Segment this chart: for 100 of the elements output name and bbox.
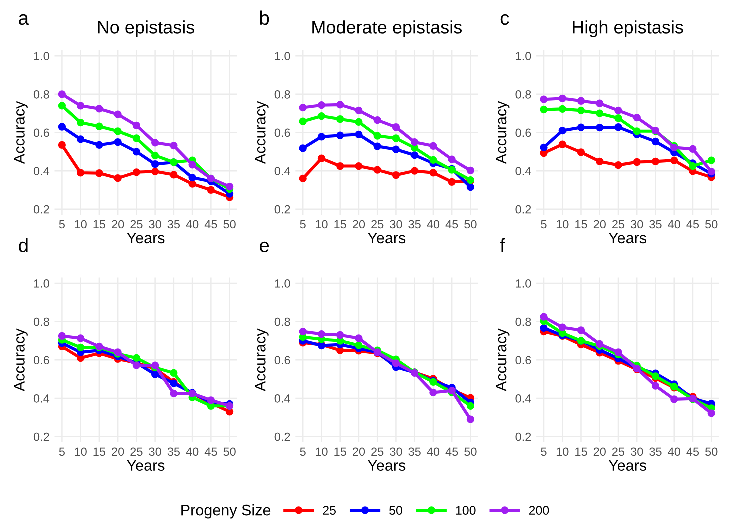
text: b [260, 10, 270, 26]
x-tick-label: 15 [576, 220, 588, 229]
x-tick-label: 30 [390, 220, 402, 229]
y-tick-label: 0.6 [274, 128, 290, 138]
x-tick-label: 15 [576, 448, 588, 456]
x-tick-label: 15 [94, 220, 106, 229]
point [577, 326, 586, 334]
x-tick-label: 45 [446, 448, 458, 456]
x-tick-label: 5 [541, 448, 547, 456]
y-axis-title: Accuracy [255, 101, 269, 164]
text: e [260, 242, 270, 252]
point [392, 124, 400, 132]
point [58, 123, 66, 131]
point [188, 174, 196, 182]
x-tick-label: 10 [316, 448, 328, 456]
x-tick-label: 20 [352, 448, 366, 456]
x-tick-label: 5 [59, 220, 65, 229]
point [355, 118, 363, 126]
point [633, 114, 641, 122]
x-tick-label: 40 [668, 220, 680, 229]
point [577, 124, 586, 132]
x-tick-label: 20 [112, 448, 124, 456]
point [170, 142, 178, 150]
point [188, 161, 196, 169]
x-tick-label: 35 [168, 448, 180, 456]
point [689, 162, 697, 170]
x-tick-label: 5 [59, 448, 65, 456]
x-axis-title: Years [368, 232, 406, 244]
point [558, 94, 566, 102]
point [96, 122, 104, 130]
chart-title: No epistasis [98, 20, 195, 38]
x-tick-label: 25 [130, 220, 143, 229]
point [540, 144, 548, 152]
point [132, 168, 141, 176]
y-tick-label: 0.8 [34, 318, 50, 326]
point [670, 396, 678, 404]
point [392, 146, 400, 154]
point [355, 130, 363, 138]
point [540, 313, 548, 321]
point [652, 382, 660, 390]
point [448, 178, 456, 186]
y-tick-label: 0.4 [34, 167, 50, 176]
point [96, 170, 104, 178]
point [466, 166, 475, 175]
x-tick-label: 15 [334, 220, 346, 229]
point [596, 110, 604, 118]
x-tick-label: 35 [408, 448, 421, 456]
point [392, 134, 400, 142]
point [318, 154, 326, 162]
point [336, 132, 344, 140]
x-tick-label: 30 [149, 448, 162, 456]
x-tick-label: 30 [630, 220, 644, 229]
point [58, 102, 66, 110]
y-tick-label: 0.4 [274, 394, 290, 403]
x-tick-label: 5 [300, 220, 306, 229]
point [466, 416, 475, 424]
y-tick-label: 0.4 [34, 394, 50, 403]
x-tick-label: 25 [612, 220, 625, 229]
x-tick-label: 50 [464, 220, 477, 229]
y-tick-label: 0.8 [274, 318, 290, 326]
point [132, 354, 141, 362]
point [355, 334, 363, 342]
y-tick-label: 0.8 [516, 318, 532, 326]
legend-label: 50 [390, 506, 402, 515]
point [318, 112, 326, 120]
legend-label: 200 [529, 506, 550, 515]
point [558, 105, 566, 113]
x-tick-label: 20 [112, 220, 124, 229]
point [151, 370, 160, 378]
y-tick-label: 1.0 [34, 280, 50, 288]
x-tick-label: 35 [650, 220, 662, 229]
point [430, 142, 438, 150]
point [411, 152, 419, 160]
point [299, 174, 307, 183]
y-tick-label: 0.2 [274, 432, 290, 442]
point [132, 122, 141, 130]
point [77, 169, 85, 177]
point [336, 162, 344, 170]
point [614, 106, 622, 115]
x-tick-label: 45 [446, 220, 458, 229]
point [392, 360, 400, 368]
x-tick-label: 40 [186, 448, 199, 456]
point [689, 145, 697, 154]
x-tick-label: 45 [204, 220, 218, 229]
point [114, 174, 122, 182]
point [151, 152, 160, 160]
y-tick-label: 0.2 [516, 432, 532, 442]
point [411, 167, 419, 175]
point [596, 158, 604, 166]
point [374, 166, 382, 174]
point [430, 388, 438, 397]
x-tick-label: 25 [372, 220, 384, 229]
point [540, 324, 548, 332]
y-tick-label: 1.0 [275, 280, 290, 288]
point [558, 140, 566, 148]
point [430, 169, 438, 177]
point [226, 182, 234, 191]
point [336, 101, 344, 109]
point [614, 124, 622, 132]
x-tick-label: 25 [372, 448, 384, 456]
